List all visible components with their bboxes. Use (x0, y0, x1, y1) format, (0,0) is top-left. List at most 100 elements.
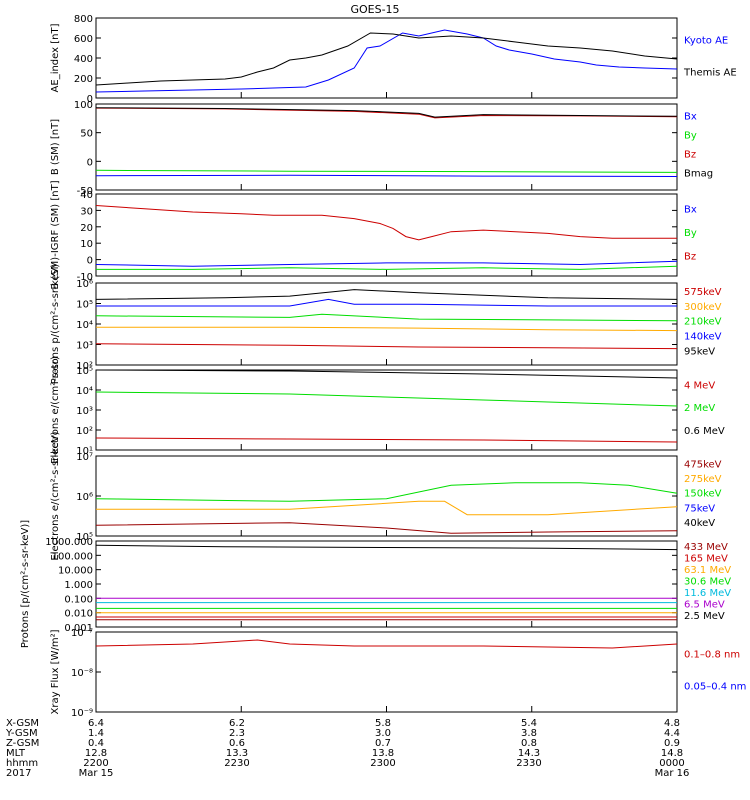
series-line-2-mev (95, 391, 678, 407)
panel-protons2: 0.001 0.010 0.100 1.000 10.000 100.000 1000.00… (20, 520, 731, 648)
legend-entry: 0.05–0.4 nm (684, 682, 746, 693)
y-tick-label: 10⁴ (76, 386, 93, 397)
series-line-bx (95, 260, 678, 267)
legend-entry: 210keV (684, 317, 722, 328)
y-tick-label: -10 (77, 272, 93, 283)
y-tick-label: 10⁷ (76, 452, 93, 463)
legend-entry: Bz (684, 150, 696, 161)
legend-entry: 2 MeV (684, 403, 715, 414)
y-tick-label: 0 (87, 157, 93, 168)
legend-entry: Themis AE (683, 68, 737, 79)
footer-value: 2300 (370, 758, 395, 769)
footer-row-label: Z-GSM (6, 738, 39, 749)
series-line-0-1-0-8-nm (95, 639, 678, 649)
panel-frame (95, 540, 678, 628)
series-line-bmag (95, 107, 678, 118)
series-line-475kev (95, 522, 678, 534)
footer-row-label: MLT (6, 748, 26, 759)
series-line-bz (95, 205, 677, 241)
series-line-300kev (96, 326, 678, 332)
y-tick-label: 10³ (76, 406, 93, 417)
y-tick-label: 10⁻⁸ (71, 668, 93, 679)
legend-entry: 165 MeV (684, 554, 728, 565)
y-axis-label: AE_index [nT] (50, 23, 61, 92)
y-tick-label: 10² (76, 426, 93, 437)
footer-value: 2330 (516, 758, 541, 769)
panel-ae: 0 200 400 600 800 AE_index [nT] Kyoto AE Themis… (50, 14, 737, 105)
series-line-150kev (95, 482, 678, 502)
series-line-0-6-mev (95, 369, 678, 379)
y-tick-label: 10⁴ (76, 320, 93, 331)
legend-entry: 11.6 MeV (684, 588, 731, 599)
y-tick-label: 800 (74, 14, 93, 25)
legend-entry: 30.6 MeV (684, 577, 731, 588)
y-axis-label: Xray Flux [W/m²] (50, 629, 61, 714)
series-line-themis-ae (95, 32, 678, 86)
legend-entry: 4 MeV (684, 380, 715, 391)
legend-entry: 75keV (684, 503, 715, 514)
footer-value: 14.3 (518, 748, 540, 759)
legend-entry: 63.1 MeV (684, 565, 731, 576)
y-tick-label: 10⁶ (76, 279, 93, 290)
y-axis-label: Electrons e/(cm²-s-sr) (50, 356, 61, 464)
series-line-2-5-mev (95, 544, 678, 551)
legend-entry: 0.6 MeV (684, 426, 725, 437)
footer-value: 4.4 (664, 728, 680, 739)
y-axis-label: B (SM)-IGRF (SM) [nT] (50, 180, 61, 289)
series-line-275kev (96, 500, 678, 516)
ephemeris-footer: X-GSMY-GSMZ-GSMMLThhmm20176.41.40.412.82… (5, 718, 689, 779)
panel-frame (95, 103, 678, 191)
y-tick-label: 10.000 (58, 566, 93, 577)
legend-entry: 40keV (684, 518, 715, 529)
legend-entry: By (684, 228, 697, 239)
y-axis-label: Protons p/(cm²-s-sr-keV) (50, 264, 61, 385)
y-tick-label: 10⁶ (76, 492, 93, 503)
y-tick-label: 600 (74, 34, 93, 45)
y-tick-label: 1000.000 (45, 537, 93, 548)
footer-value: 0.7 (375, 738, 391, 749)
y-tick-label: 40 (80, 190, 93, 201)
panel-frame (95, 282, 678, 366)
legend-entry: 140keV (684, 332, 722, 343)
y-tick-label: 20 (80, 223, 93, 234)
footer-value: 13.3 (226, 748, 248, 759)
panel-electrons1: 10¹ 10² 10³ 10⁴ 10⁵ Electrons e/(cm²-s-sr) 4 M… (50, 356, 725, 464)
footer-value: 6.2 (229, 718, 245, 729)
y-tick-label: 10⁵ (76, 366, 93, 377)
y-tick-label: 10⁵ (76, 532, 93, 543)
legend-entry: By (684, 130, 697, 141)
y-tick-label: 10² (76, 361, 93, 372)
legend-entry: Bx (684, 111, 697, 122)
panel-frame (95, 17, 678, 99)
footer-value: 14.8 (661, 748, 683, 759)
panel-xray: 10⁻⁹ 10⁻⁸ 10⁻⁷ Xray Flux [W/m²] 0.1–0.8 nm 0.… (50, 628, 746, 719)
footer-value: 0.4 (88, 738, 104, 749)
footer-value: 0.8 (521, 738, 537, 749)
footer-value: 3.0 (375, 728, 391, 739)
legend-entry: 433 MeV (684, 542, 728, 553)
panel-protons: 10² 10³ 10⁴ 10⁵ 10⁶ Protons p/(cm²-s-sr-keV) 5… (50, 264, 722, 385)
series-line-bx (95, 174, 678, 177)
legend-entry: Kyoto AE (684, 36, 728, 47)
legend-entry: 575keV (684, 287, 722, 298)
panel-electrons2: 10⁵ 10⁶ 10⁷ Electrons e/(cm²-s-sr-keV) 475ke… (50, 431, 722, 560)
footer-row-label: Y-GSM (5, 728, 38, 739)
y-tick-label: 200 (74, 74, 93, 85)
y-tick-label: 30 (80, 206, 93, 217)
y-tick-label: 0 (87, 94, 93, 105)
legend-entry: 275keV (684, 474, 722, 485)
y-tick-label: 100.000 (52, 551, 93, 562)
y-axis-label: Electrons e/(cm²-s-sr-keV) (50, 431, 61, 560)
series-line-bz (95, 107, 678, 119)
y-tick-label: 10³ (76, 341, 93, 352)
series-line-575kev (95, 343, 678, 350)
series-line-kyoto-ae (95, 29, 678, 93)
footer-row-label: X-GSM (6, 718, 39, 729)
y-tick-label: 400 (74, 54, 93, 65)
footer-value: 5.4 (521, 718, 537, 729)
series-line-210kev (95, 313, 678, 322)
footer-value: 13.8 (372, 748, 394, 759)
y-tick-label: 10⁵ (76, 300, 93, 311)
footer-value: 0000 (659, 758, 684, 769)
footer-value: 2230 (224, 758, 249, 769)
